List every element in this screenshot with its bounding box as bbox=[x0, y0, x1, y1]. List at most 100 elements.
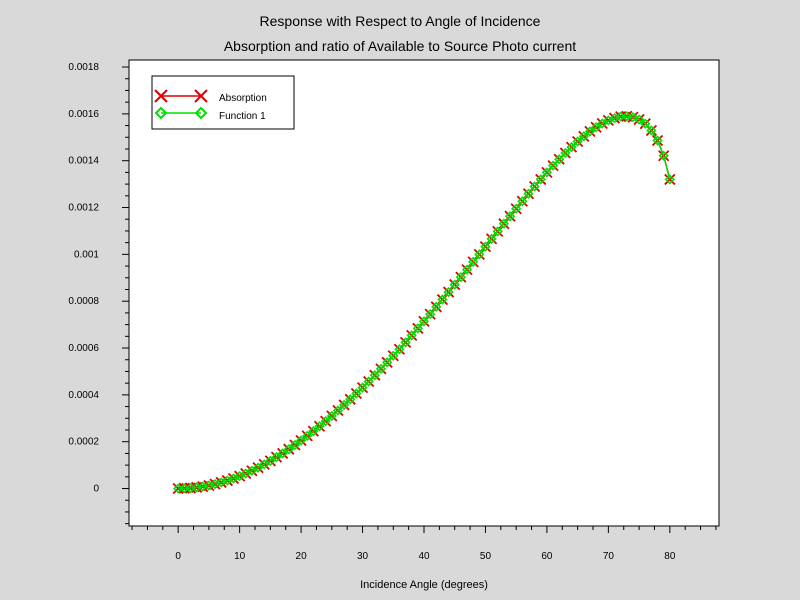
point-function-1 bbox=[627, 112, 639, 123]
point-function-1 bbox=[590, 122, 602, 133]
y-tick-label: 0.0014 bbox=[68, 156, 99, 167]
point-function-1 bbox=[621, 111, 632, 122]
point-function-1 bbox=[633, 114, 645, 125]
point-function-1 bbox=[578, 131, 589, 142]
point-function-1 bbox=[498, 218, 510, 229]
point-function-1 bbox=[283, 444, 294, 455]
series-layer bbox=[172, 110, 676, 495]
point-function-1 bbox=[658, 150, 669, 161]
point-function-1 bbox=[406, 330, 417, 341]
x-tick-label: 70 bbox=[603, 551, 615, 562]
legend-function1-marker-left bbox=[154, 106, 168, 120]
chart-title: Response with Respect to Angle of Incide… bbox=[260, 13, 541, 29]
point-function-1 bbox=[443, 286, 454, 298]
point-function-1 bbox=[381, 357, 393, 368]
point-function-1 bbox=[418, 316, 430, 327]
x-tick-label: 40 bbox=[418, 551, 430, 562]
point-function-1 bbox=[652, 135, 663, 146]
y-tick-label: 0.0018 bbox=[68, 62, 99, 73]
legend-function1-label: Function 1 bbox=[219, 111, 266, 122]
x-tick-label: 20 bbox=[296, 551, 308, 562]
point-function-1 bbox=[517, 196, 528, 207]
x-axis-title: Incidence Angle (degrees) bbox=[360, 579, 488, 591]
point-function-1 bbox=[640, 118, 651, 129]
y-tick-label: 0.0016 bbox=[68, 109, 99, 120]
point-function-1 bbox=[246, 465, 258, 476]
legend: Absorption Function 1 bbox=[151, 75, 295, 130]
point-function-1 bbox=[332, 405, 344, 416]
point-function-1 bbox=[572, 136, 583, 147]
point-function-1 bbox=[461, 264, 473, 275]
point-function-1 bbox=[252, 462, 264, 473]
point-function-1 bbox=[363, 376, 374, 387]
point-function-1 bbox=[338, 399, 350, 411]
y-tick-label: 0 bbox=[93, 484, 99, 495]
point-function-1 bbox=[566, 141, 577, 153]
y-tick-label: 0.0002 bbox=[68, 437, 99, 448]
point-function-1 bbox=[547, 160, 559, 171]
x-tick-label: 0 bbox=[175, 551, 181, 562]
x-tick-label: 10 bbox=[234, 551, 246, 562]
point-function-1 bbox=[529, 181, 540, 192]
point-function-1 bbox=[289, 439, 301, 451]
point-function-1 bbox=[492, 226, 503, 237]
point-function-1 bbox=[554, 154, 565, 165]
point-function-1 bbox=[449, 279, 460, 290]
x-axis: 0 10 20 30 40 50 60 70 80 bbox=[131, 526, 717, 562]
point-function-1 bbox=[308, 426, 319, 437]
y-tick-label: 0.001 bbox=[74, 249, 99, 260]
point-function-1 bbox=[468, 256, 479, 267]
legend-absorption-marker-right bbox=[194, 89, 208, 103]
point-function-1 bbox=[369, 370, 380, 381]
point-function-1 bbox=[400, 337, 411, 348]
y-tick-label: 0.0006 bbox=[68, 343, 99, 354]
point-function-1 bbox=[597, 118, 608, 129]
point-function-1 bbox=[541, 167, 553, 178]
point-function-1 bbox=[388, 350, 399, 361]
point-function-1 bbox=[474, 249, 485, 260]
point-function-1 bbox=[375, 363, 387, 375]
point-function-1 bbox=[277, 448, 288, 459]
point-function-1 bbox=[455, 271, 467, 283]
point-function-1 bbox=[504, 211, 516, 222]
point-function-1 bbox=[357, 382, 368, 393]
point-function-1 bbox=[535, 174, 546, 185]
point-function-1 bbox=[326, 410, 337, 422]
point-function-1 bbox=[425, 308, 436, 320]
x-tick-label: 30 bbox=[357, 551, 369, 562]
y-axis: 0 0.0002 0.0004 0.0006 0.0008 0.001 0.0012 0.00… bbox=[68, 62, 129, 525]
point-function-1 bbox=[271, 452, 282, 463]
y-tick-label: 0.0004 bbox=[68, 390, 99, 401]
legend-function1-marker-right bbox=[194, 106, 208, 120]
point-function-1 bbox=[511, 203, 522, 214]
point-function-1 bbox=[412, 323, 423, 334]
legend-absorption-marker-left bbox=[154, 89, 168, 103]
point-function-1 bbox=[259, 459, 270, 470]
x-tick-label: 80 bbox=[664, 551, 676, 562]
point-function-1 bbox=[314, 421, 325, 432]
point-function-1 bbox=[320, 415, 331, 427]
point-function-1 bbox=[664, 174, 675, 185]
y-tick-label: 0.0012 bbox=[68, 203, 99, 214]
point-function-1 bbox=[486, 233, 497, 245]
point-function-1 bbox=[523, 188, 534, 199]
point-function-1 bbox=[351, 388, 362, 399]
point-function-1 bbox=[646, 125, 657, 136]
x-tick-label: 50 bbox=[480, 551, 492, 562]
point-function-1 bbox=[437, 294, 448, 305]
point-function-1 bbox=[480, 241, 491, 252]
point-function-1 bbox=[431, 301, 442, 312]
plot-area bbox=[128, 59, 720, 527]
point-function-1 bbox=[584, 126, 596, 137]
chart-subtitle: Absorption and ratio of Available to Sou… bbox=[224, 38, 576, 54]
point-function-1 bbox=[345, 394, 356, 405]
point-function-1 bbox=[394, 344, 405, 355]
point-function-1 bbox=[265, 455, 276, 467]
point-function-1 bbox=[560, 147, 571, 159]
legend-box bbox=[151, 75, 295, 130]
point-function-1 bbox=[295, 435, 307, 446]
y-tick-label: 0.0008 bbox=[68, 296, 99, 307]
x-tick-label: 60 bbox=[541, 551, 553, 562]
point-function-1 bbox=[302, 430, 313, 441]
